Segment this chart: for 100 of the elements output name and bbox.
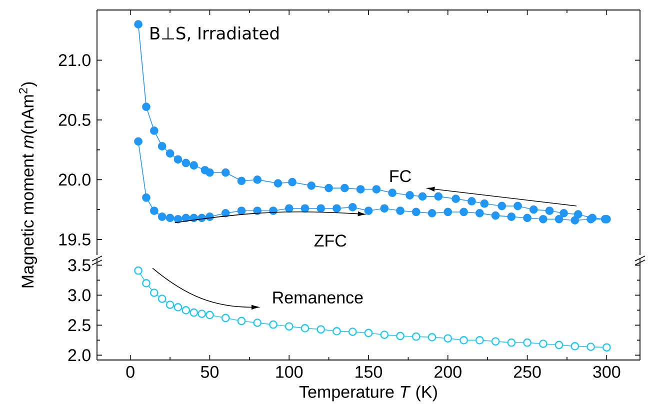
- x-tick-label: 150: [356, 366, 382, 378]
- point: [300, 204, 310, 213]
- point: [174, 303, 182, 312]
- point: [538, 340, 548, 348]
- point: [514, 202, 522, 210]
- point: [166, 214, 174, 222]
- point: [545, 206, 554, 215]
- point: [253, 176, 262, 184]
- point: [574, 210, 582, 219]
- point: [602, 343, 611, 352]
- point: [190, 161, 198, 170]
- point: [418, 192, 427, 201]
- point: [406, 191, 414, 200]
- x-tick-label: 250: [514, 366, 541, 378]
- y-axis-title: Magnetic moment m(nAm$^{2}$): [18, 82, 38, 288]
- y-tick-label: 21.0: [58, 54, 90, 66]
- point: [388, 188, 397, 198]
- point: [356, 185, 365, 194]
- point: [498, 202, 506, 210]
- point: [237, 316, 246, 326]
- point: [412, 208, 420, 216]
- point: [332, 204, 341, 213]
- point: [491, 211, 500, 220]
- x-tick-label: 200: [434, 366, 462, 378]
- point: [380, 204, 389, 213]
- point: [134, 20, 142, 29]
- point: [348, 202, 357, 212]
- point: [452, 194, 460, 204]
- point: [284, 322, 294, 331]
- point: [174, 214, 182, 224]
- point: [538, 214, 548, 224]
- point: [158, 212, 166, 221]
- point: [269, 320, 278, 329]
- point: [150, 126, 158, 135]
- point: [221, 208, 230, 218]
- point: [206, 310, 214, 320]
- y-tick-label: 2.0: [68, 349, 90, 362]
- point: [468, 197, 476, 206]
- point: [554, 214, 564, 224]
- point: [570, 342, 580, 350]
- point: [158, 294, 166, 303]
- point: [316, 204, 326, 213]
- point: [166, 300, 174, 309]
- y-tick-label: 19.5: [59, 233, 90, 246]
- point: [307, 181, 316, 190]
- point: [150, 206, 158, 215]
- point: [444, 208, 452, 216]
- point: [475, 336, 484, 344]
- point: [434, 192, 443, 201]
- point: [529, 205, 538, 214]
- y-tick-label: 3.0: [68, 289, 90, 302]
- point: [444, 334, 452, 343]
- point: [332, 327, 341, 336]
- x-axis-title: Temperature T (K): [299, 385, 437, 402]
- point: [300, 324, 310, 332]
- point: [237, 176, 246, 186]
- y-tick-label: 2.5: [68, 319, 90, 332]
- x-tick-label: 0: [126, 366, 134, 378]
- point: [324, 184, 334, 192]
- series-label: FC: [390, 170, 411, 182]
- series-label: Remanence: [273, 292, 363, 304]
- y-tick-label: 20.5: [58, 114, 90, 126]
- point: [316, 325, 326, 334]
- point: [396, 206, 404, 215]
- point: [166, 149, 174, 158]
- point: [182, 158, 190, 168]
- point: [523, 214, 532, 222]
- point: [428, 208, 436, 218]
- point: [507, 338, 516, 347]
- point: [198, 310, 206, 318]
- point: [288, 178, 296, 186]
- annotation: B⊥S, Irradiated: [150, 26, 278, 42]
- point: [507, 212, 516, 221]
- point: [348, 328, 357, 336]
- point: [142, 102, 150, 111]
- point: [284, 204, 294, 213]
- point: [274, 179, 282, 188]
- point: [237, 206, 246, 215]
- point: [428, 333, 436, 342]
- point: [560, 208, 568, 218]
- point: [142, 279, 150, 288]
- point: [364, 206, 373, 215]
- point: [134, 266, 142, 275]
- point: [396, 332, 404, 340]
- point: [491, 337, 500, 346]
- point: [480, 199, 489, 208]
- point: [253, 318, 262, 327]
- point: [142, 193, 150, 202]
- x-tick-label: 300: [593, 366, 620, 378]
- point: [134, 137, 142, 146]
- point: [412, 332, 420, 341]
- point: [182, 306, 190, 314]
- point: [221, 168, 230, 177]
- point: [475, 208, 484, 218]
- point: [206, 168, 214, 177]
- point: [190, 308, 198, 317]
- point: [372, 185, 381, 194]
- x-tick-label: 50: [200, 366, 219, 378]
- point: [174, 155, 182, 164]
- x-tick-label: 100: [276, 366, 303, 378]
